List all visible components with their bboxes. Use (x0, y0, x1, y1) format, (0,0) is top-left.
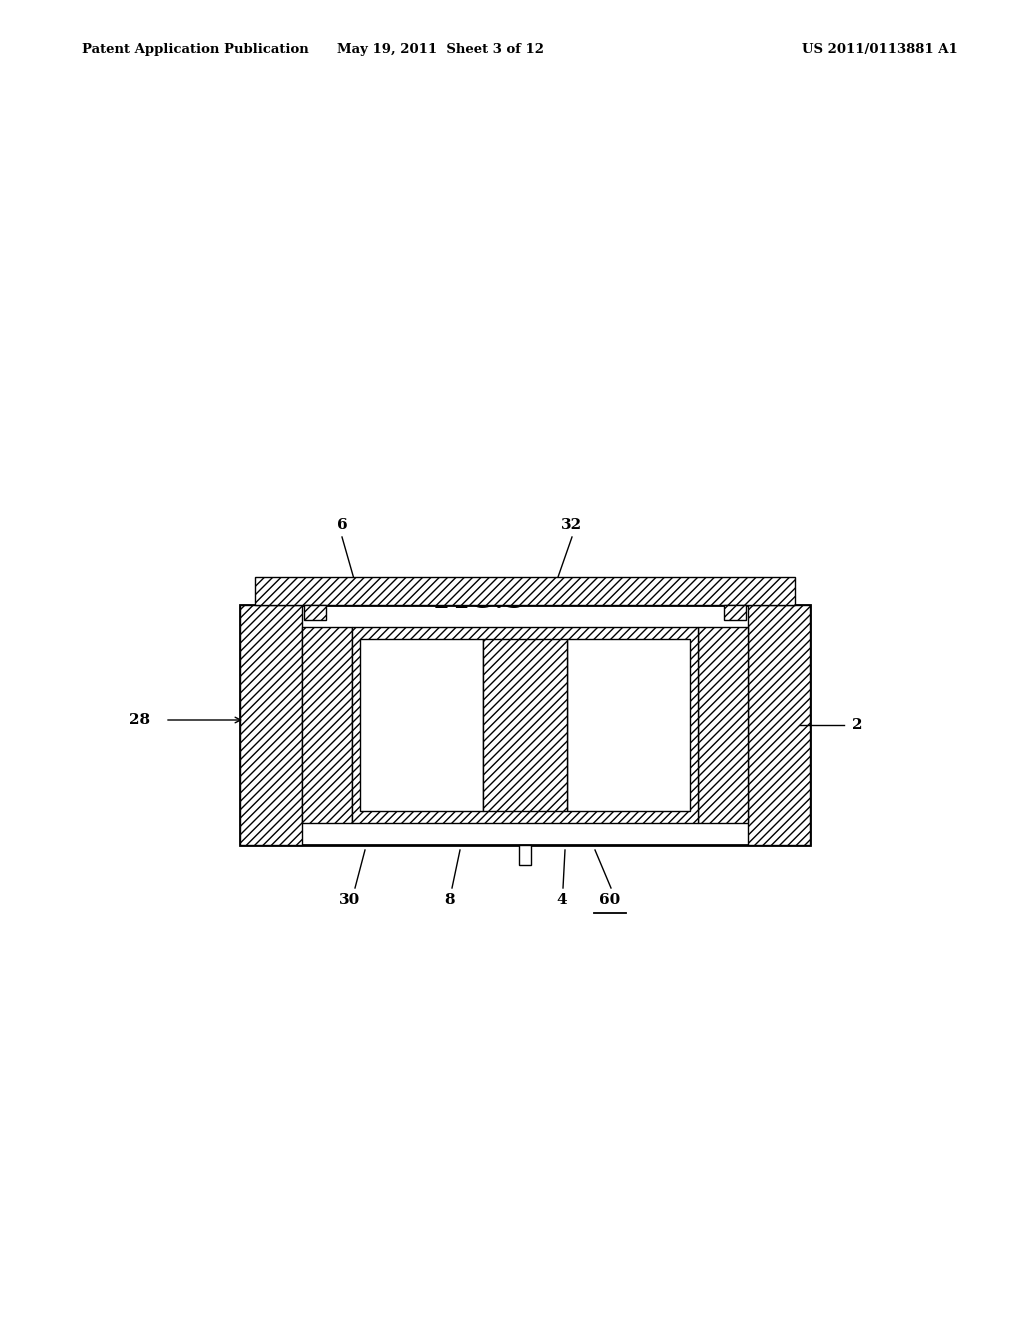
Text: 60: 60 (599, 894, 621, 907)
Text: US 2011/0113881 A1: US 2011/0113881 A1 (802, 44, 957, 57)
Bar (360, 639, 483, 810)
Bar (240, 605, 810, 845)
Text: May 19, 2011  Sheet 3 of 12: May 19, 2011 Sheet 3 of 12 (337, 44, 544, 57)
Bar (698, 627, 748, 822)
Text: 6: 6 (337, 517, 347, 532)
Text: 30: 30 (339, 894, 360, 907)
Bar (304, 605, 326, 620)
Text: 32: 32 (561, 517, 583, 532)
Bar (352, 627, 698, 822)
Text: 8: 8 (444, 894, 456, 907)
Bar (748, 605, 810, 845)
Bar (567, 639, 690, 810)
Text: FIG.3: FIG.3 (434, 585, 526, 615)
Bar (302, 627, 352, 822)
Text: 4: 4 (557, 894, 567, 907)
Bar (724, 605, 746, 620)
Bar (519, 845, 531, 865)
Bar (483, 639, 567, 810)
Text: Patent Application Publication: Patent Application Publication (82, 44, 309, 57)
Bar (240, 605, 302, 845)
Text: 28: 28 (129, 713, 150, 727)
Bar (255, 577, 795, 605)
Text: 2: 2 (852, 718, 862, 733)
